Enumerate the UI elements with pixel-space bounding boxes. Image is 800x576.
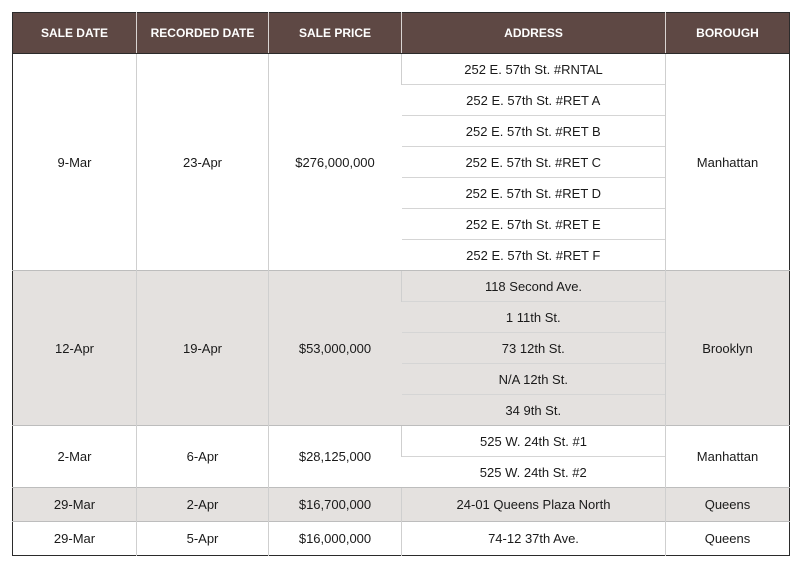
header-row: SALE DATE RECORDED DATE SALE PRICE ADDRE… <box>12 12 790 54</box>
table-row: 29-Mar 2-Apr $16,700,000 24-01 Queens Pl… <box>12 487 790 522</box>
sale-date-cell: 2-Mar <box>12 425 137 488</box>
sale-price-cell: $53,000,000 <box>268 270 402 426</box>
address-cell: 252 E. 57th St. #RET C <box>401 146 666 178</box>
sale-date-cell: 29-Mar <box>12 521 137 556</box>
recorded-date-cell: 23-Apr <box>136 53 269 271</box>
address-cell: 1 11th St. <box>401 301 666 333</box>
table-row: 29-Mar 5-Apr $16,000,000 74-12 37th Ave.… <box>12 521 790 556</box>
header-address: ADDRESS <box>401 12 666 54</box>
header-sale-date: SALE DATE <box>12 12 137 54</box>
address-cell: 252 E. 57th St. #RET A <box>401 84 666 116</box>
table-row: 2-Mar 6-Apr $28,125,000 525 W. 24th St. … <box>12 425 790 488</box>
sale-price-cell: $16,000,000 <box>268 521 402 556</box>
table-row: N/A 12th St. <box>13 363 790 395</box>
header-sale-price: SALE PRICE <box>268 12 402 54</box>
address-cell: 118 Second Ave. <box>401 270 666 302</box>
address-cell: 252 E. 57th St. #RET B <box>401 115 666 147</box>
address-cell: 252 E. 57th St. #RET E <box>401 208 666 240</box>
borough-cell: Queens <box>665 521 790 556</box>
address-cell: 34 9th St. <box>401 394 666 426</box>
table-body: 9-Mar 23-Apr $276,000,000 252 E. 57th St… <box>12 53 790 556</box>
sale-price-cell: $28,125,000 <box>268 425 402 488</box>
sale-date-cell: 12-Apr <box>12 270 137 426</box>
table-row: 34 9th St. <box>13 394 790 426</box>
borough-cell: Queens <box>665 487 790 522</box>
address-cell: 252 E. 57th St. #RET F <box>401 239 666 271</box>
address-cell: 24-01 Queens Plaza North <box>401 487 666 522</box>
address-cell: 74-12 37th Ave. <box>401 521 666 556</box>
recorded-date-cell: 19-Apr <box>136 270 269 426</box>
recorded-date-cell: 2-Apr <box>136 487 269 522</box>
sale-price-cell: $16,700,000 <box>268 487 402 522</box>
header-recorded-date: RECORDED DATE <box>136 12 269 54</box>
address-cell: 252 E. 57th St. #RNTAL <box>401 53 666 85</box>
table-row: 252 E. 57th St. #RET A <box>13 84 790 116</box>
address-cell: N/A 12th St. <box>401 363 666 395</box>
table-header: SALE DATE RECORDED DATE SALE PRICE ADDRE… <box>12 12 790 54</box>
address-cell: 525 W. 24th St. #2 <box>401 456 666 488</box>
table-row: 252 E. 57th St. #RET E <box>13 208 790 240</box>
table-row: 9-Mar 23-Apr $276,000,000 252 E. 57th St… <box>12 53 790 271</box>
table-row: 252 E. 57th St. #RET D <box>13 177 790 209</box>
table-row: 12-Apr 19-Apr $53,000,000 118 Second Ave… <box>12 270 790 426</box>
recorded-date-cell: 5-Apr <box>136 521 269 556</box>
table-row: 252 E. 57th St. #RET F <box>13 239 790 271</box>
address-cell: 73 12th St. <box>401 332 666 364</box>
table-row: 1 11th St. <box>13 301 790 333</box>
address-cell: 525 W. 24th St. #1 <box>401 425 666 457</box>
table-row: 252 E. 57th St. #RET C <box>13 146 790 178</box>
table-row: 525 W. 24th St. #2 <box>13 456 790 488</box>
sale-date-cell: 9-Mar <box>12 53 137 271</box>
table-row: 252 E. 57th St. #RET B <box>13 115 790 147</box>
sale-price-cell: $276,000,000 <box>268 53 402 271</box>
sale-date-cell: 29-Mar <box>12 487 137 522</box>
borough-cell: Manhattan <box>665 425 790 488</box>
address-cell: 252 E. 57th St. #RET D <box>401 177 666 209</box>
recorded-date-cell: 6-Apr <box>136 425 269 488</box>
borough-cell: Brooklyn <box>665 270 790 426</box>
borough-cell: Manhattan <box>665 53 790 271</box>
sales-table: SALE DATE RECORDED DATE SALE PRICE ADDRE… <box>12 12 790 556</box>
table-row: 73 12th St. <box>13 332 790 364</box>
header-borough: BOROUGH <box>665 12 790 54</box>
